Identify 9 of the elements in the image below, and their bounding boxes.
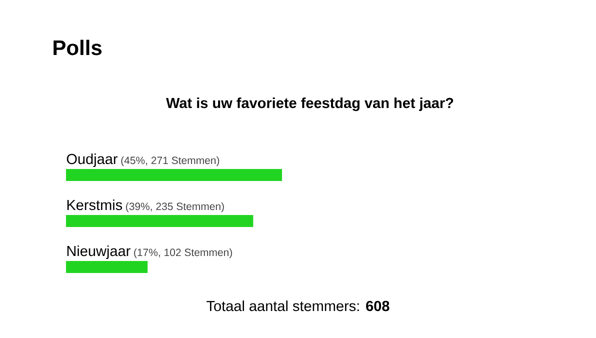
data-label: (39%, 235 Stemmen) <box>126 202 224 212</box>
data-label: (45%, 271 Stemmen) <box>121 156 220 166</box>
y-tick-label: Nieuwjaar <box>67 245 130 260</box>
chart-subtitle: Wat is uw favoriete feestdag van het jaar? <box>166 97 454 112</box>
chart-title: Polls <box>54 40 102 56</box>
text: Totaal aantal stemmers: 608 <box>206 300 390 312</box>
data-label: (17%, 102 Stemmen) <box>134 248 232 258</box>
y-tick-label: Oudjaar <box>66 153 118 168</box>
y-tick-label: Kerstmis <box>67 199 122 210</box>
